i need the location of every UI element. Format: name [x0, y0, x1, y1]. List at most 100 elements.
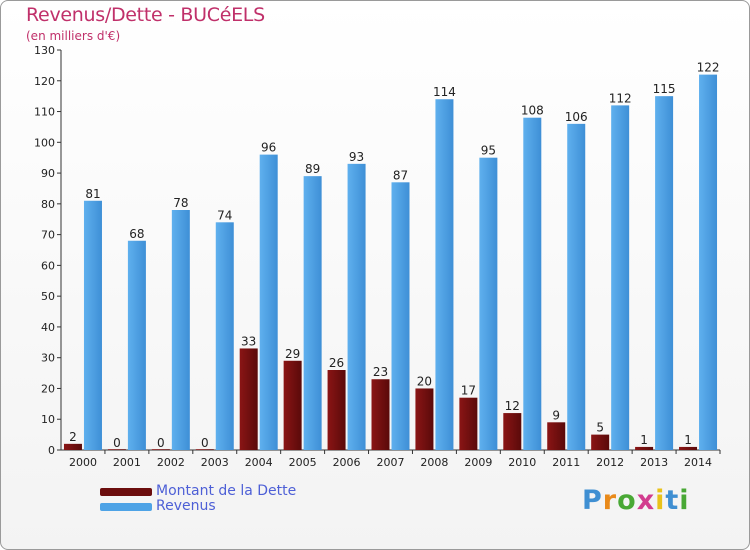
logo-letter: i: [655, 485, 666, 516]
value-label-debt-2002: 0: [157, 436, 165, 450]
y-tick-label: 40: [41, 321, 55, 334]
value-labels: 2810680780743396298926932387201141795121…: [69, 61, 719, 450]
x-tick-label: 2007: [377, 456, 405, 469]
x-tick-label: 2009: [464, 456, 492, 469]
bar-revenus-2007: [391, 182, 410, 451]
x-tick-label: 2014: [684, 456, 712, 469]
bar-revenus-2012: [611, 105, 630, 450]
y-tick-label: 90: [41, 167, 55, 180]
x-axis: 2000 2001 2002 2003 2004 2005 2006 2007 2008 2009…: [61, 449, 721, 469]
value-label-debt-2005: 29: [285, 347, 300, 361]
bar-debt-2005: [283, 360, 302, 450]
value-label-revenus-2004: 96: [261, 141, 276, 155]
value-label-revenus-2012: 112: [609, 91, 632, 105]
value-label-debt-2010: 12: [505, 399, 520, 413]
value-label-debt-2006: 26: [329, 356, 344, 370]
logo-letter: t: [665, 485, 680, 516]
x-tick-label: 2002: [157, 456, 185, 469]
bar-revenus-2004: [259, 154, 278, 450]
value-label-debt-2009: 17: [461, 384, 476, 398]
bar-revenus-2006: [347, 163, 366, 450]
bar-debt-2004: [239, 348, 258, 450]
value-label-debt-2003: 0: [201, 436, 209, 450]
y-tick-label: 30: [41, 352, 55, 365]
y-tick-label: 100: [34, 136, 55, 149]
x-tick-label: 2000: [69, 456, 97, 469]
x-tick-label: 2008: [420, 456, 448, 469]
x-tick-label: 2011: [552, 456, 580, 469]
logo-letter: o: [617, 485, 637, 516]
y-tick-label: 50: [41, 290, 55, 303]
logo-letter: x: [636, 485, 656, 516]
bar-revenus-2001: [127, 240, 146, 450]
chart-title: Revenus/Dette - BUCéELS: [26, 4, 265, 26]
bar-revenus-2011: [567, 123, 586, 450]
x-tick-label: 2010: [508, 456, 536, 469]
value-label-debt-2008: 20: [417, 374, 432, 388]
value-label-debt-2012: 5: [596, 421, 604, 435]
value-label-debt-2011: 9: [552, 408, 560, 422]
legend-label-debt: Montant de la Dette: [156, 483, 297, 499]
value-label-debt-2007: 23: [373, 365, 388, 379]
logo-letter: P: [582, 485, 603, 516]
y-tick-label: 130: [34, 44, 55, 57]
x-tick-label: 2004: [245, 456, 273, 469]
x-tick-label: 2003: [201, 456, 229, 469]
bar-debt-2003: [195, 449, 214, 450]
chart-subtitle: (en milliers d'€): [26, 29, 121, 43]
x-tick-label: 2005: [289, 456, 317, 469]
y-axis: 0 10 20 30 40 50 60 70 80 90 100 110 120 130: [34, 44, 62, 457]
value-label-debt-2013: 1: [640, 433, 648, 447]
value-label-revenus-2009: 95: [481, 144, 496, 158]
x-tick-label: 2001: [113, 456, 141, 469]
value-label-revenus-2014: 122: [697, 61, 720, 75]
legend-swatch-debt: [100, 488, 152, 496]
legend-label-revenus: Revenus: [156, 498, 216, 514]
value-label-debt-2001: 0: [113, 436, 121, 450]
y-tick-label: 20: [41, 382, 55, 395]
bar-debt-2011: [547, 422, 566, 450]
bar-debt-2013: [635, 446, 654, 450]
value-label-revenus-2003: 74: [217, 208, 232, 222]
bar-debt-2012: [591, 434, 610, 450]
bar-revenus-2013: [655, 96, 674, 451]
bar-debt-2010: [503, 413, 522, 450]
bar-revenus-2009: [479, 157, 498, 450]
bar-revenus-2008: [435, 99, 454, 450]
bar-revenus-2014: [699, 74, 718, 450]
value-label-revenus-2007: 87: [393, 168, 408, 182]
y-tick-label: 80: [41, 198, 55, 211]
bar-revenus-2000: [83, 200, 102, 450]
value-label-revenus-2011: 106: [565, 110, 588, 124]
y-tick-label: 0: [48, 444, 55, 457]
bar-debt-2006: [327, 370, 346, 450]
bar-revenus-2002: [171, 210, 190, 450]
y-tick-label: 120: [34, 75, 55, 88]
value-label-revenus-2001: 68: [129, 227, 144, 241]
legend-swatch-revenus: [100, 503, 152, 511]
bar-debt-2008: [415, 388, 434, 450]
y-tick-label: 70: [41, 229, 55, 242]
bars-group: [63, 74, 718, 451]
logo-letter: r: [602, 485, 618, 516]
value-label-revenus-2013: 115: [653, 82, 676, 96]
logo-letter: i: [679, 485, 690, 516]
proxiti-logo: Proxiti: [582, 485, 690, 516]
bar-revenus-2003: [215, 222, 234, 450]
bar-debt-2009: [459, 397, 478, 450]
value-label-revenus-2008: 114: [433, 85, 456, 99]
x-tick-label: 2012: [596, 456, 624, 469]
y-tick-label: 110: [34, 106, 55, 119]
value-label-revenus-2005: 89: [305, 162, 320, 176]
x-tick-label: 2006: [333, 456, 361, 469]
value-label-revenus-2000: 81: [85, 187, 100, 201]
value-label-revenus-2002: 78: [173, 196, 188, 210]
value-label-debt-2000: 2: [69, 430, 77, 444]
bar-debt-2001: [107, 449, 126, 450]
bar-debt-2007: [371, 379, 390, 450]
x-tick-label: 2013: [640, 456, 668, 469]
bar-debt-2002: [151, 449, 170, 450]
bar-revenus-2010: [523, 117, 542, 450]
y-tick-label: 10: [41, 413, 55, 426]
